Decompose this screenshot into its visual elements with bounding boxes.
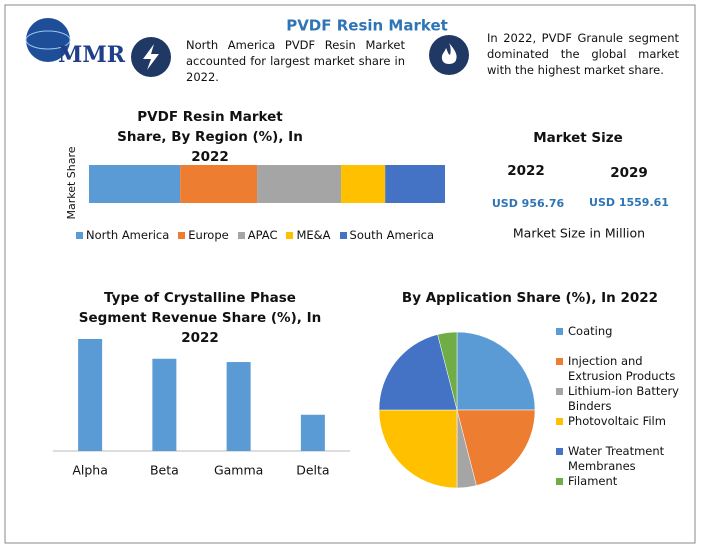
legend-label: ME&A — [296, 228, 331, 242]
pie-slice — [456, 409, 536, 486]
year: 2029 — [610, 165, 648, 181]
legend-item: Coating — [556, 324, 691, 354]
legend-swatch — [178, 232, 186, 239]
legend-swatch — [339, 232, 347, 239]
chart-title: Type of Crystalline Phase Segment Revenu… — [78, 290, 322, 346]
legend-label: Europe — [188, 228, 229, 242]
market-value: USD 956.76 — [492, 197, 565, 210]
legend-swatch — [556, 328, 563, 335]
pie-slice — [378, 409, 458, 489]
bar — [300, 414, 325, 451]
x-tick-label: Alpha — [72, 463, 108, 478]
legend-swatch — [556, 358, 563, 365]
note: North America PVDF Resin Market accounte… — [186, 38, 405, 84]
legend-item: ME&A — [286, 228, 331, 243]
legend-label: Filament — [568, 474, 618, 488]
legend-label: APAC — [247, 228, 278, 242]
pie-slice — [437, 331, 458, 411]
legend: North America Europe APAC ME&A South America — [76, 228, 434, 243]
bar — [226, 362, 251, 451]
legend-swatch — [556, 418, 563, 425]
x-tick-label: Gamma — [214, 463, 263, 478]
legend-item: APAC — [237, 228, 278, 243]
legend-item: Water Treatment Membranes — [556, 444, 691, 474]
flame — [441, 43, 457, 64]
pie-slice — [378, 334, 458, 411]
legend-label: South America — [349, 228, 435, 242]
legend-swatch — [556, 448, 563, 455]
bolt — [143, 44, 159, 70]
chart-title: By Application Share (%), In 2022 — [401, 290, 659, 306]
page-title: PVDF Resin Market — [286, 17, 448, 35]
market-value: USD 1559.61 — [589, 196, 669, 209]
pie-slice — [456, 331, 536, 411]
legend-item: Filament — [556, 474, 691, 504]
legend-item: Lithium-ion Battery Binders — [556, 384, 691, 414]
year: 2022 — [507, 163, 545, 179]
legend-label: Coating — [568, 324, 613, 338]
bar — [152, 358, 177, 451]
logo-text: MMR — [58, 42, 126, 68]
bar — [78, 339, 103, 451]
market-size-title: Market Size — [533, 130, 623, 146]
legend-label: Lithium-ion Battery Binders — [568, 384, 679, 413]
bar-segment — [341, 165, 386, 203]
y-axis-label: Market Share — [65, 146, 78, 219]
legend-item: South America — [339, 228, 435, 243]
legend-item: Injection and Extrusion Products — [556, 354, 691, 384]
legend-item: Photovoltaic Film — [556, 414, 691, 444]
legend-item: Europe — [178, 228, 229, 243]
frame — [4, 4, 696, 544]
legend-swatch — [286, 232, 294, 239]
legend-swatch — [76, 232, 83, 239]
legend-swatch — [556, 478, 563, 485]
legend-label: Photovoltaic Film — [568, 414, 666, 428]
legend-item: North America — [76, 228, 169, 243]
legend-swatch — [237, 232, 245, 239]
legend-label: North America — [86, 228, 170, 242]
bar-segment — [257, 165, 342, 203]
bar-segment — [180, 165, 258, 203]
x-tick-label: Beta — [150, 463, 179, 478]
legend: Coating Injection and Extrusion Products L… — [556, 324, 691, 504]
legend-label: Water Treatment Membranes — [568, 444, 665, 473]
legend-swatch — [556, 388, 563, 395]
legend-label: Injection and Extrusion Products — [568, 354, 676, 383]
logo-globe — [26, 18, 70, 62]
note: In 2022, PVDF Granule segment dominated … — [487, 31, 679, 77]
market-size-footer: Market Size in Million — [513, 226, 645, 241]
bar-segment — [89, 165, 181, 203]
bar-segment — [385, 165, 445, 203]
chart-title: PVDF Resin Market Share, By Region (%), … — [117, 109, 303, 165]
logo-ring — [25, 30, 71, 50]
x-tick-label: Delta — [296, 463, 329, 478]
